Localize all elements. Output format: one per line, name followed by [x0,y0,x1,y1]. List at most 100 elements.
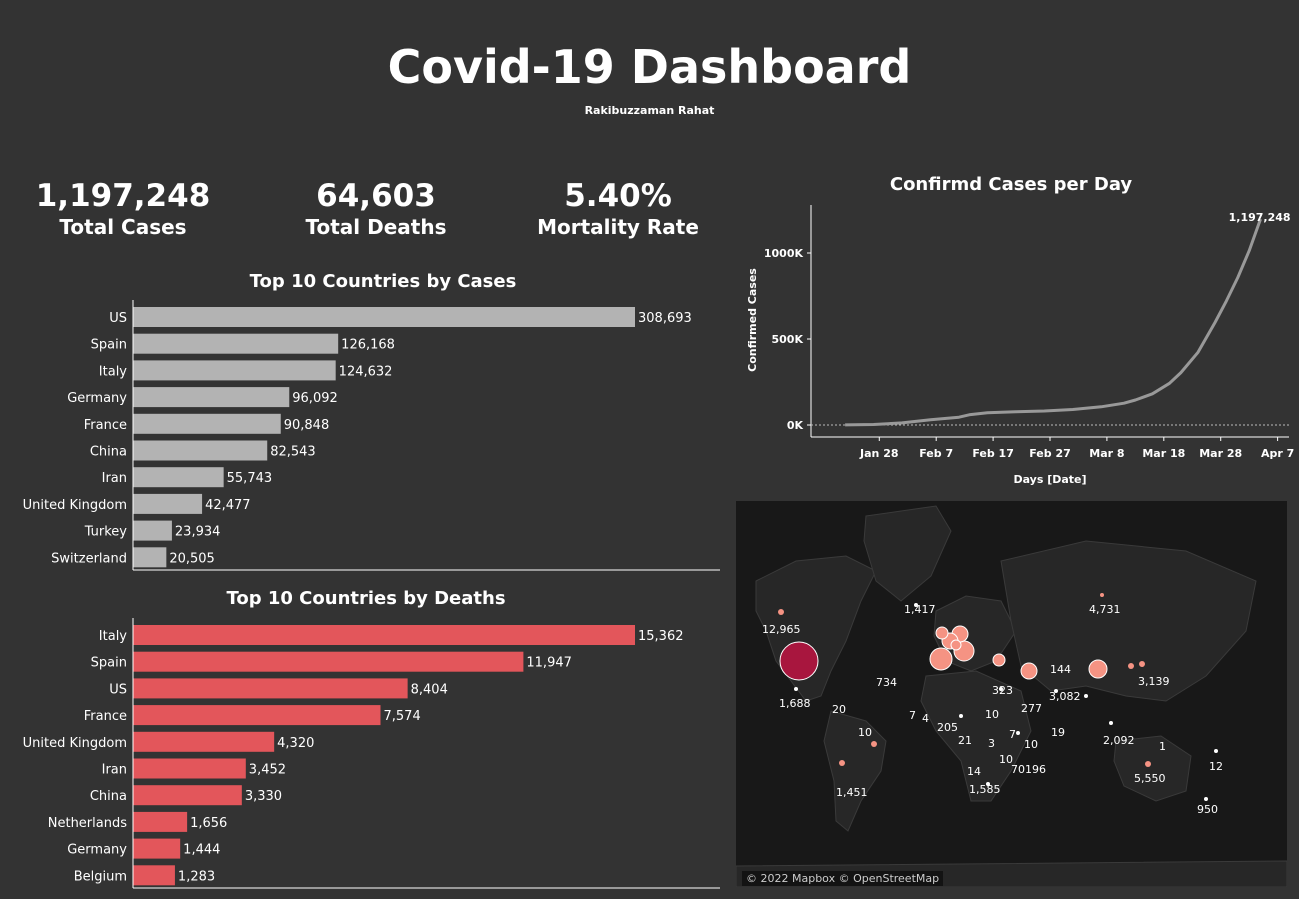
map-label: 21 [958,734,972,747]
deaths-category-label: Italy [99,629,128,644]
map-labels: 12,965 1,417 4,731 734 1,688 20 10 7 4 2… [762,603,1223,816]
map-label: 950 [1197,803,1218,816]
cases-value-label: 55,743 [227,471,273,486]
cases-bar[interactable] [133,360,336,381]
cases-value-label: 308,693 [638,311,692,326]
deaths-value-label: 3,330 [245,789,282,804]
x-tick-label: Mar 28 [1199,447,1242,460]
map-label: 70 [1011,763,1025,776]
deaths-value-label: 1,444 [183,843,220,858]
map-label: 144 [1050,663,1071,676]
x-tick-label: Mar 8 [1089,447,1124,460]
kpi-label: Total Cases [59,215,187,239]
deaths-category-label: Netherlands [48,816,127,831]
cases-category-label: Germany [67,391,127,406]
deaths-bar[interactable] [133,838,181,859]
cases-category-label: Spain [91,338,127,353]
map-bubble-japan[interactable] [1139,661,1145,667]
deaths-bar[interactable] [133,651,524,672]
deaths-bar[interactable] [133,758,246,779]
map-bubble-iceland[interactable] [914,603,918,607]
x-tick-label: Jan 28 [859,447,898,460]
deaths-value-label: 7,574 [384,709,421,724]
map-bubble-india[interactable] [1054,689,1058,693]
map-bubble-fiji[interactable] [1214,749,1218,753]
cases-category-label: France [84,418,127,433]
south-america-shape [823,710,887,832]
y-axis-title: Confirmed Cases [746,268,759,372]
kpi-total-deaths: 64,603 Total Deaths [256,178,496,240]
map-bubble-chile[interactable] [839,760,845,766]
cases-bar[interactable] [133,493,203,514]
map-label: 5,550 [1134,772,1166,785]
cases-bar[interactable] [133,413,281,434]
map-bubble-kenya[interactable] [1016,731,1020,735]
page-title: Covid-19 Dashboard [387,40,912,94]
cases-value-label: 126,168 [341,338,395,353]
map-bubble-thailand[interactable] [1084,694,1088,698]
map-label: 7 [909,709,916,722]
deaths-category-label: Germany [67,843,127,858]
map-label: 10 [858,726,872,739]
deaths-value-label: 11,947 [526,656,572,671]
deaths-bar[interactable] [133,625,635,645]
map-bubble-switzerland[interactable] [950,639,962,651]
map-label: 205 [937,721,958,734]
map-bubble-nigeria[interactable] [959,714,963,718]
asia-shape [1000,540,1257,702]
map-label: 1,688 [779,697,811,710]
cases-bar[interactable] [133,520,172,541]
map-bubble-mexico[interactable] [794,687,798,691]
map-label: 7 [1009,728,1016,741]
map-label: 1,585 [969,783,1001,796]
cases-value-label: 82,543 [270,445,316,460]
cases-category-label: Iran [102,471,127,486]
map-bubble-egypt[interactable] [999,687,1003,691]
map-bubble-nz[interactable] [1204,797,1208,801]
cases-series-line[interactable] [845,218,1262,427]
cases-bar[interactable] [133,387,290,408]
deaths-bar[interactable] [133,865,175,886]
cases-category-label: China [90,445,127,460]
map-bubble-uk[interactable] [935,626,949,640]
cases-bar[interactable] [133,440,268,461]
x-tick-label: Mar 18 [1142,447,1185,460]
world-map[interactable]: 12,965 1,417 4,731 734 1,688 20 10 7 4 2… [736,501,1287,887]
map-label: 4 [922,712,929,725]
map-label: 10 [999,753,1013,766]
deaths-bar[interactable] [133,678,408,699]
deaths-bar[interactable] [133,785,242,806]
map-label: 12,965 [762,623,801,636]
deaths-category-label: Spain [91,656,127,671]
cases-bar[interactable] [133,547,167,568]
map-bubble-us[interactable] [779,641,819,681]
cases-bar[interactable] [133,333,339,354]
deaths-category-label: Iran [102,763,127,778]
deaths-category-label: France [84,709,127,724]
map-bubble-russia[interactable] [1100,593,1104,597]
author-name: Rakibuzzaman Rahat [584,104,715,117]
x-tick-label: Feb 7 [919,447,953,460]
map-label: 20 [832,703,846,716]
y-tick-label: 500K [772,333,804,346]
map-label: 10 [985,708,999,721]
deaths-bar[interactable] [133,731,275,752]
deaths-value-label: 15,362 [638,629,684,644]
cases-bar[interactable] [133,307,635,327]
deaths-bar[interactable] [133,705,381,726]
map-bubble-canada[interactable] [778,609,784,615]
map-bubble-sa[interactable] [986,782,990,786]
map-bubble-brazil[interactable] [871,741,877,747]
map-bubble-turkey[interactable] [992,653,1006,667]
map-bubble-korea[interactable] [1128,663,1134,669]
map-bubble-iran[interactable] [1020,662,1038,680]
map-credit[interactable]: © 2022 Mapbox © OpenStreetMap [742,871,944,886]
deaths-bar[interactable] [133,811,188,832]
cases-bar[interactable] [133,467,224,488]
deaths-chart-title: Top 10 Countries by Deaths [226,588,506,609]
map-bubble-australia[interactable] [1145,761,1151,767]
map-bubble-china[interactable] [1088,659,1108,679]
map-bubble-indonesia[interactable] [1109,721,1113,725]
map-bubble-spain[interactable] [929,647,953,671]
y-tick-label: 0K [787,419,804,432]
